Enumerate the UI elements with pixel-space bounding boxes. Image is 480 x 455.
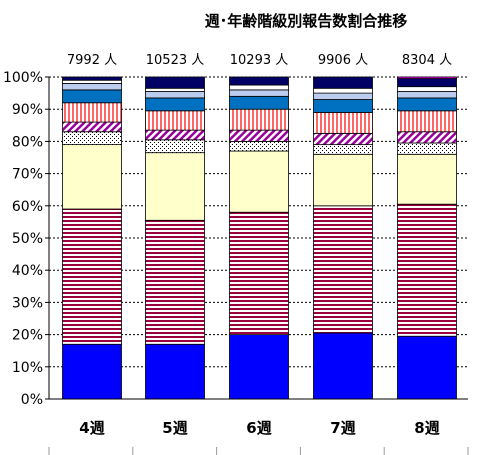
bar-segment-vertical-stripes	[62, 102, 122, 123]
x-tick-label: 5週	[162, 419, 187, 437]
y-tick-label: 30%	[12, 295, 43, 311]
bar-total-label: 9906 人	[318, 53, 368, 68]
bar-segment-diagonal-stripes	[62, 121, 122, 133]
bar-segment-vertical-stripes	[397, 110, 457, 133]
bar-segment-horizontal-stripes	[397, 203, 457, 337]
bar-segment-solid-navy	[229, 76, 289, 86]
y-tick-label: 70%	[12, 167, 43, 183]
bar-segment-solid-mid-blue	[62, 89, 122, 104]
bar-segment-solid-light-yellow	[62, 144, 122, 210]
bar-segment-vertical-stripes	[229, 108, 289, 131]
bar-segment-solid-blue	[145, 343, 205, 400]
bar-segment-dots	[397, 142, 457, 155]
bar-7週	[313, 76, 373, 400]
bar-total-label: 8304 人	[402, 53, 452, 68]
y-tick-label: 50%	[12, 231, 43, 247]
y-tick-label: 20%	[12, 328, 43, 344]
x-tick-label: 4週	[79, 419, 104, 437]
bar-segment-diagonal-stripes	[397, 131, 457, 144]
bar-segment-solid-magenta	[397, 76, 457, 80]
bar-segment-horizontal-stripes	[62, 208, 122, 345]
bar-segment-solid-light-yellow	[229, 150, 289, 213]
bar-6週	[229, 76, 289, 400]
y-tick-label: 0%	[21, 392, 43, 408]
bar-segment-solid-blue	[62, 343, 122, 400]
bar-segment-solid-light-yellow	[313, 153, 373, 207]
y-tick-label: 80%	[12, 134, 43, 150]
bar-segment-solid-mid-blue	[397, 97, 457, 112]
bars	[62, 76, 457, 400]
bar-segment-solid-white	[397, 86, 457, 92]
x-tick-label: 6週	[246, 419, 271, 437]
bar-segment-solid-white	[313, 87, 373, 94]
bar-segment-horizontal-stripes	[145, 219, 205, 345]
chart-title: 週･年齢階級別報告数割合推移	[205, 12, 408, 30]
y-tick-label: 90%	[12, 102, 43, 118]
y-tick-label: 60%	[12, 199, 43, 215]
bar-segment-solid-blue	[313, 332, 373, 400]
bar-segment-horizontal-stripes	[229, 211, 289, 336]
bar-segment-dots	[313, 144, 373, 155]
bar-8週	[397, 76, 457, 400]
bar-segment-solid-navy	[397, 78, 457, 88]
bar-segment-vertical-stripes	[313, 112, 373, 134]
y-tick-label: 40%	[12, 263, 43, 279]
x-axis-labels: 4週 5週 6週 7週 8週	[48, 419, 469, 455]
bar-segment-dots	[62, 131, 122, 146]
y-tick-label: 100%	[3, 70, 43, 86]
bar-segment-diagonal-stripes	[229, 129, 289, 142]
bar-segment-solid-pale-blue	[62, 83, 122, 91]
bar-segment-solid-white	[145, 87, 205, 92]
bar-segment-solid-white	[229, 84, 289, 91]
bar-segment-solid-light-yellow	[145, 152, 205, 221]
bar-5週	[145, 76, 205, 400]
bar-segment-solid-blue	[229, 334, 289, 400]
bar-segment-vertical-stripes	[145, 110, 205, 131]
bar-segment-solid-navy	[313, 76, 373, 89]
bar-segment-diagonal-stripes	[313, 132, 373, 146]
y-axis-ticks: 0% 10% 20% 30% 40% 50% 60% 70% 80% 90% 100%	[3, 70, 49, 408]
bar-segment-solid-navy	[145, 76, 205, 89]
bar-segment-solid-mid-blue	[313, 99, 373, 113]
bar-segment-dots	[145, 139, 205, 154]
bar-segment-dots	[229, 140, 289, 152]
bar-total-label: 10523 人	[146, 53, 205, 68]
bar-segment-solid-mid-blue	[229, 95, 289, 110]
bar-segment-solid-white	[62, 79, 122, 84]
bar-segment-solid-pale-blue	[397, 91, 457, 99]
bar-segment-solid-blue	[397, 335, 457, 400]
bar-segment-solid-pale-blue	[229, 89, 289, 97]
x-tick-label: 7週	[330, 419, 355, 437]
bar-segment-solid-pale-blue	[313, 92, 373, 100]
bar-segment-solid-mid-blue	[145, 97, 205, 112]
bar-totals: 7992 人 10523 人 10293 人 9906 人 8304 人	[67, 53, 452, 68]
bar-4週	[62, 76, 122, 400]
y-tick-label: 10%	[12, 360, 43, 376]
bar-segment-solid-pale-blue	[145, 91, 205, 99]
bar-segment-diagonal-stripes	[145, 129, 205, 141]
bar-total-label: 10293 人	[230, 53, 289, 68]
bar-segment-solid-navy	[62, 76, 122, 81]
bar-segment-horizontal-stripes	[313, 205, 373, 334]
bar-segment-solid-light-yellow	[397, 153, 457, 205]
x-tick-label: 8週	[414, 419, 439, 437]
bar-total-label: 7992 人	[67, 53, 117, 68]
